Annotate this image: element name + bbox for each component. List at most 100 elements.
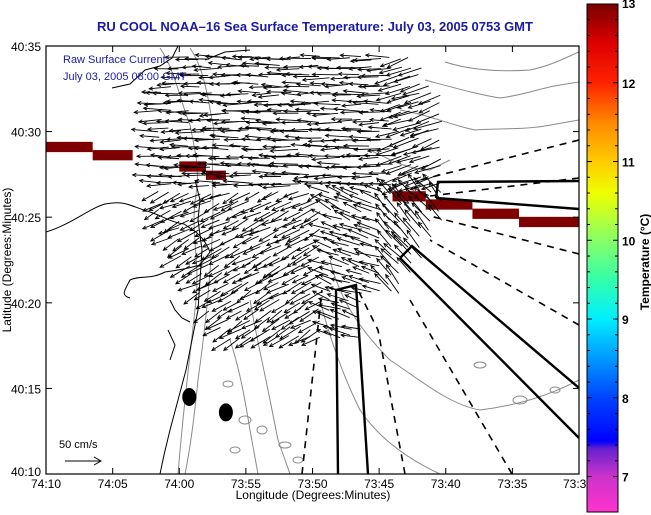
- current-vector-head: [244, 196, 250, 201]
- current-vector: [353, 223, 371, 230]
- current-vector: [377, 83, 402, 92]
- current-vector-shaft: [147, 146, 169, 150]
- current-vector-head: [385, 134, 391, 139]
- current-vector-shaft: [255, 310, 272, 323]
- current-vector: [399, 83, 420, 93]
- current-vector: [413, 177, 432, 193]
- current-vector-head: [358, 260, 364, 265]
- current-vector: [328, 327, 351, 336]
- current-vector-head: [282, 88, 288, 93]
- current-vector-head: [198, 75, 203, 80]
- current-vector-head: [143, 215, 149, 221]
- current-vector-head: [274, 239, 280, 244]
- current-vector-head: [204, 54, 210, 59]
- current-vector-head: [150, 241, 156, 246]
- current-vector-shaft: [403, 201, 419, 220]
- current-vector: [237, 271, 260, 282]
- current-vector-shaft: [246, 302, 262, 312]
- current-vector: [221, 227, 239, 236]
- current-vector-head: [232, 267, 238, 272]
- current-vector-shaft: [407, 174, 421, 193]
- current-vector-head: [262, 85, 268, 90]
- current-vector-shaft: [202, 298, 223, 308]
- current-vector-shaft: [225, 164, 250, 167]
- current-vector: [407, 100, 431, 109]
- current-vector: [358, 260, 380, 267]
- current-vector-shaft: [228, 200, 249, 211]
- current-vector-head: [296, 179, 302, 185]
- current-vector-shaft: [159, 202, 179, 209]
- current-vector-head: [176, 135, 182, 140]
- current-vector: [211, 338, 232, 351]
- current-vector: [257, 94, 280, 99]
- current-vector: [385, 273, 400, 294]
- current-vector-shaft: [186, 273, 202, 284]
- shipping-lane-boundary: [334, 283, 370, 474]
- current-vector-head: [142, 106, 148, 111]
- current-vector: [191, 256, 212, 265]
- current-vector: [261, 185, 291, 190]
- current-vector-head: [187, 270, 193, 275]
- current-vector-head: [367, 125, 373, 130]
- current-vector-head: [281, 170, 287, 175]
- current-vector-shaft: [223, 220, 239, 230]
- current-vector-head: [359, 190, 365, 195]
- current-vector-head: [357, 67, 363, 72]
- current-vector-shaft: [229, 247, 252, 258]
- current-vector-shaft: [388, 137, 410, 147]
- current-vector-shaft: [212, 329, 229, 343]
- current-vector: [367, 125, 392, 130]
- current-vector: [396, 192, 411, 211]
- current-vector-shaft: [308, 301, 330, 311]
- current-vector-head: [260, 82, 266, 88]
- current-vector-head: [181, 65, 187, 70]
- current-vector-head: [154, 215, 160, 220]
- current-vector-shaft: [357, 221, 379, 231]
- current-vector: [355, 250, 380, 258]
- current-vector-shaft: [321, 83, 341, 86]
- current-vector: [409, 128, 439, 137]
- current-vector-head: [269, 129, 275, 134]
- current-vector-shaft: [363, 163, 390, 166]
- current-vector: [289, 99, 319, 104]
- current-vector-shaft: [184, 92, 212, 95]
- x-tick-label: 74:05: [98, 477, 128, 491]
- current-vector-head: [348, 275, 354, 280]
- current-vector-shaft: [233, 236, 252, 249]
- current-vector-head: [196, 161, 202, 167]
- current-vector-head: [324, 184, 330, 189]
- current-vector: [380, 248, 399, 265]
- shipping-lane-boundary: [399, 244, 579, 439]
- current-vector-head: [229, 254, 235, 259]
- current-vector-head: [324, 165, 330, 170]
- current-vector-shaft: [223, 273, 241, 284]
- current-vector: [396, 101, 419, 109]
- current-vector-head: [199, 218, 205, 222]
- current-vector: [200, 219, 220, 229]
- current-vector-shaft: [179, 193, 201, 202]
- current-vector: [185, 273, 202, 284]
- current-vector-shaft: [231, 281, 249, 294]
- current-vector-shaft: [342, 309, 360, 319]
- current-vector-head: [202, 112, 208, 118]
- current-vector-head: [329, 240, 335, 245]
- current-vector-shaft: [223, 180, 251, 184]
- current-vector: [270, 182, 299, 187]
- current-vector-head: [366, 148, 372, 153]
- current-vector: [189, 193, 212, 205]
- current-vector-head: [283, 308, 289, 314]
- current-vector-head: [381, 123, 387, 128]
- current-vector-shaft: [291, 247, 310, 260]
- current-vector-shaft: [168, 228, 190, 239]
- current-vector-head: [159, 146, 165, 152]
- current-vector-head: [182, 81, 188, 86]
- current-vector-head: [233, 80, 239, 85]
- current-vector-head: [320, 221, 326, 226]
- current-vector-shaft: [380, 58, 401, 67]
- current-vector: [356, 75, 379, 80]
- current-vector: [342, 143, 370, 148]
- current-vector-shaft: [242, 62, 269, 66]
- current-vector-shaft: [180, 85, 200, 88]
- current-vector-shaft: [207, 292, 229, 304]
- current-vector-head: [300, 281, 306, 286]
